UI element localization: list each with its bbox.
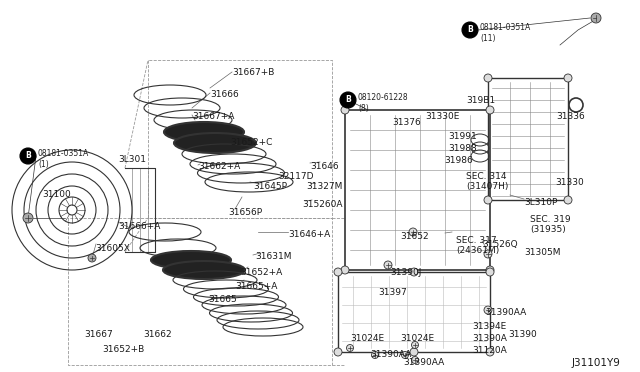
Circle shape [486,268,494,276]
Text: 31645P: 31645P [253,182,287,191]
Text: 31652+C: 31652+C [230,138,273,147]
Text: 3L310P: 3L310P [524,198,557,207]
Text: 315260A: 315260A [302,200,342,209]
Circle shape [486,106,494,114]
Ellipse shape [164,122,244,142]
Text: 31390A: 31390A [472,334,507,343]
Text: 31667+B: 31667+B [232,68,275,77]
Text: 31024E: 31024E [350,334,384,343]
Circle shape [486,348,494,356]
Circle shape [462,22,478,38]
Circle shape [334,348,342,356]
Ellipse shape [163,261,245,279]
Text: 31605X: 31605X [95,244,130,253]
Circle shape [564,74,572,82]
Ellipse shape [151,251,231,269]
Text: 31667+A: 31667+A [192,112,234,121]
Circle shape [564,196,572,204]
Text: 31390: 31390 [508,330,537,339]
Text: 31662: 31662 [143,330,172,339]
Circle shape [384,261,392,269]
Circle shape [484,74,492,82]
Text: 08181-0351A: 08181-0351A [480,23,531,32]
Text: 31666: 31666 [210,90,239,99]
Text: 31631M: 31631M [255,252,291,261]
Ellipse shape [174,133,256,153]
Circle shape [346,344,353,352]
Text: 31305M: 31305M [524,248,561,257]
Text: 31646+A: 31646+A [288,230,330,239]
Text: 31394E: 31394E [472,322,506,331]
Text: 31397: 31397 [378,288,407,297]
Text: 32117D: 32117D [278,172,314,181]
Text: 08120-61228: 08120-61228 [358,93,408,103]
Text: 31100: 31100 [42,190,71,199]
Text: 31665: 31665 [208,295,237,304]
Circle shape [484,250,492,258]
Text: 31667: 31667 [84,330,113,339]
Text: 31024E: 31024E [400,334,434,343]
Text: 31665+A: 31665+A [235,282,277,291]
Text: 31390J: 31390J [390,268,421,277]
Circle shape [341,106,349,114]
Text: 31652: 31652 [400,232,429,241]
Circle shape [412,356,419,363]
Text: 31656P: 31656P [228,208,262,217]
Circle shape [401,352,408,359]
Circle shape [88,254,96,262]
Circle shape [341,266,349,274]
Text: B: B [467,26,473,35]
Text: SEC. 314: SEC. 314 [466,172,506,181]
Text: 31666+A: 31666+A [118,222,161,231]
Circle shape [486,266,494,274]
Text: B: B [25,151,31,160]
Text: 08181-0351A: 08181-0351A [38,150,89,158]
Text: 31330: 31330 [555,178,584,187]
Text: 31336: 31336 [556,112,585,121]
Circle shape [340,92,356,108]
Circle shape [410,348,418,356]
Text: 31390AA: 31390AA [485,308,526,317]
Text: 31390AA: 31390AA [403,358,444,367]
Circle shape [591,13,601,23]
Circle shape [484,306,492,314]
Text: 31991: 31991 [448,132,477,141]
Text: 31662+A: 31662+A [198,162,240,171]
Circle shape [412,341,419,349]
Text: 31526Q: 31526Q [482,240,518,249]
Text: 31652+A: 31652+A [240,268,282,277]
Circle shape [23,213,33,223]
Circle shape [20,148,36,164]
Text: 31330E: 31330E [425,112,460,121]
Text: 31646: 31646 [310,162,339,171]
Circle shape [409,228,417,236]
Text: (11): (11) [480,33,495,42]
Text: 319B1: 319B1 [466,96,495,105]
Text: (1): (1) [38,160,49,169]
Circle shape [371,352,378,359]
Text: (31935): (31935) [530,225,566,234]
Text: (31407H): (31407H) [466,182,508,191]
Text: (8): (8) [358,103,369,112]
Text: 31988: 31988 [448,144,477,153]
Text: 31120A: 31120A [472,346,507,355]
Text: 31390AA: 31390AA [370,350,412,359]
Circle shape [484,196,492,204]
Text: 31376: 31376 [392,118,420,127]
Text: B: B [345,96,351,105]
Text: 31986: 31986 [444,156,473,165]
Text: 3L301: 3L301 [118,155,146,164]
Text: J31101Y9: J31101Y9 [572,358,621,368]
Circle shape [410,268,418,276]
Text: SEC. 317: SEC. 317 [456,236,497,245]
Text: 31652+B: 31652+B [102,345,144,354]
Text: 31327M: 31327M [306,182,342,191]
Text: SEC. 319: SEC. 319 [530,215,571,224]
Text: (24361M): (24361M) [456,246,499,255]
Circle shape [334,268,342,276]
